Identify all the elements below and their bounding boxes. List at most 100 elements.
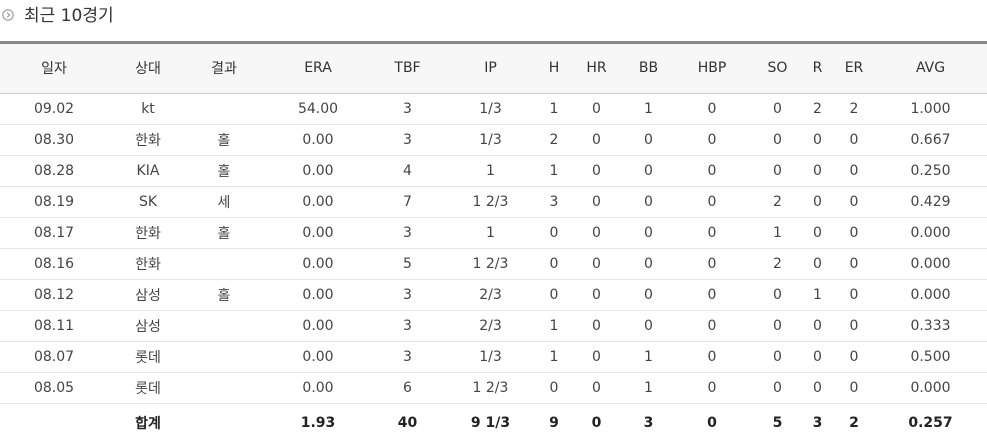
table-cell: 0: [801, 248, 834, 280]
table-cell: 2: [754, 248, 801, 280]
table-header-row: 일자 상대 결과 ERA TBF IP H HR BB HBP SO R ER AVG: [0, 44, 987, 94]
table-cell: 0: [801, 341, 834, 373]
total-cell: 9 1/3: [470, 415, 511, 432]
table-cell: 1: [754, 217, 801, 249]
table-cell: 0: [754, 93, 801, 125]
column-header: IP: [439, 44, 542, 94]
table-row: 08.19 SK 세 0.00 7 1 2/3 3 0 0 0 2 0 0 0.429: [0, 186, 987, 218]
column-header: 일자: [0, 44, 108, 94]
table-cell: 0: [670, 155, 754, 187]
table-cell: 0: [801, 217, 834, 249]
table-cell: 0: [566, 217, 627, 249]
table-cell: 6: [376, 372, 439, 404]
table-cell: 0.500: [874, 341, 987, 373]
table-cell: 홀: [188, 124, 260, 156]
total-cell: 0.257: [908, 415, 953, 432]
total-cell: 3: [812, 415, 823, 432]
table-cell: 0: [566, 93, 627, 125]
table-row: 08.16 한화 0.00 5 1 2/3 0 0 0 0 2 0 0 0.000: [0, 248, 987, 280]
table-cell: 0: [670, 124, 754, 156]
table-cell: 0: [834, 155, 874, 187]
table-cell: 0: [834, 279, 874, 311]
table-cell: [188, 248, 260, 280]
table-cell: 0: [754, 310, 801, 342]
table-cell: 0.000: [874, 372, 987, 404]
table-cell: 1/3: [439, 93, 542, 125]
table-cell: 0: [627, 310, 670, 342]
table-cell: 08.05: [0, 372, 108, 404]
table-cell: 08.12: [0, 279, 108, 311]
table-cell: 0: [627, 124, 670, 156]
table-cell: 1/3: [439, 341, 542, 373]
table-cell: 2: [542, 124, 566, 156]
table-cell: 2/3: [439, 310, 542, 342]
table-cell: 0.00: [260, 124, 376, 156]
table-cell: 0: [801, 310, 834, 342]
table-cell: 0: [566, 248, 627, 280]
section-title: 최근 10경기: [24, 6, 114, 26]
total-row: 합계 1.93 40 9 1/3 9 0 3 0 5 3 2 0.257: [0, 403, 987, 443]
table-cell: 0: [566, 124, 627, 156]
table-row: 08.07 롯데 0.00 3 1/3 1 0 1 0 0 0 0 0.500: [0, 341, 987, 373]
table-cell: 0.000: [874, 217, 987, 249]
table-cell: 2: [801, 93, 834, 125]
table-cell: 0.00: [260, 310, 376, 342]
table-body: 09.02 kt 54.00 3 1/3 1 0 1 0 0 2 2 1.000 08.30 한화 홀 0.00…: [0, 93, 987, 404]
table-cell: 2/3: [439, 279, 542, 311]
table-cell: 삼성: [108, 279, 188, 311]
table-cell: 0.00: [260, 372, 376, 404]
table-cell: 0: [834, 248, 874, 280]
table-cell: 0: [834, 341, 874, 373]
table-row: 08.17 한화 홀 0.00 3 1 0 0 0 0 1 0 0 0.000: [0, 217, 987, 249]
table-cell: 0: [801, 124, 834, 156]
table-cell: 0: [801, 186, 834, 218]
table-cell: 0: [834, 310, 874, 342]
table-cell: 1 2/3: [439, 248, 542, 280]
column-header: R: [801, 44, 834, 94]
table-cell: 0.00: [260, 279, 376, 311]
table-cell: 홀: [188, 217, 260, 249]
table-cell: 0: [627, 217, 670, 249]
table-cell: 2: [754, 186, 801, 218]
table-cell: 세: [188, 186, 260, 218]
table-cell: 08.11: [0, 310, 108, 342]
total-cell: 40: [397, 415, 418, 432]
table-cell: 0: [834, 217, 874, 249]
column-header: AVG: [874, 44, 987, 94]
table-cell: 09.02: [0, 93, 108, 125]
table-cell: 08.16: [0, 248, 108, 280]
column-header: SO: [754, 44, 801, 94]
table-cell: 2: [834, 93, 874, 125]
table-cell: 1: [542, 93, 566, 125]
table-cell: 0: [627, 186, 670, 218]
table-cell: 0: [670, 372, 754, 404]
table-cell: 1: [542, 310, 566, 342]
table-cell: 0: [566, 341, 627, 373]
table-row: 08.05 롯데 0.00 6 1 2/3 0 0 1 0 0 0 0 0.000: [0, 372, 987, 404]
table-cell: 0: [670, 186, 754, 218]
table-cell: 홀: [188, 155, 260, 187]
table-cell: 3: [542, 186, 566, 218]
circle-arrow-right-icon: [2, 9, 14, 21]
table-cell: KIA: [108, 155, 188, 187]
table-cell: 한화: [108, 248, 188, 280]
table-cell: 0.00: [260, 248, 376, 280]
table-cell: 0: [754, 155, 801, 187]
table-cell: 0: [566, 155, 627, 187]
column-header: HBP: [670, 44, 754, 94]
table-cell: 1.000: [874, 93, 987, 125]
table-cell: 1: [542, 155, 566, 187]
column-header: ER: [834, 44, 874, 94]
table-row: 09.02 kt 54.00 3 1/3 1 0 1 0 0 2 2 1.000: [0, 93, 987, 125]
table-cell: 0.667: [874, 124, 987, 156]
table-cell: 3: [376, 217, 439, 249]
table-cell: 1: [542, 341, 566, 373]
table-cell: 08.19: [0, 186, 108, 218]
table-cell: 1: [627, 93, 670, 125]
table-cell: 0.000: [874, 279, 987, 311]
table-cell: 0: [670, 217, 754, 249]
table-cell: 0: [542, 217, 566, 249]
table-cell: 0: [754, 279, 801, 311]
total-cell: 5: [772, 415, 783, 432]
table-cell: 0: [566, 372, 627, 404]
